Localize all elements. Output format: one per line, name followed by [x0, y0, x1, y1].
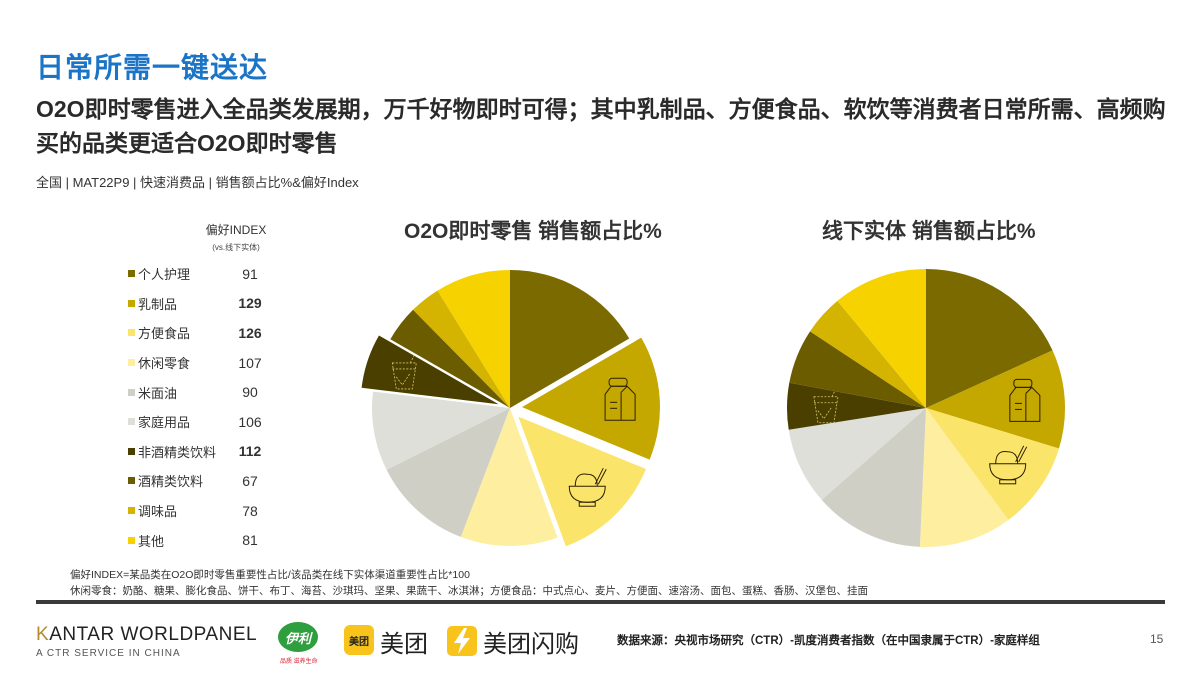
- milk-carton-icon: [1009, 378, 1041, 422]
- pie-slice: [821, 408, 926, 547]
- legend-header: 偏好INDEX (vs.线下实体): [196, 221, 276, 253]
- legend-label: 方便食品: [138, 326, 191, 342]
- kantar-logo: KANTAR WORLDPANEL: [36, 624, 257, 646]
- legend-index-value: 90: [242, 384, 258, 401]
- page-number: 15: [1150, 632, 1164, 646]
- footnotes: 偏好INDEX=某品类在O2O即时零售重要性占比/该品类在线下实体渠道重要性占比…: [70, 567, 868, 599]
- legend-swatch: [128, 477, 135, 485]
- legend-index-value: 81: [242, 532, 258, 549]
- rice-bowl-icon: [989, 445, 1028, 485]
- legend-item: 非酒精类饮料 112: [128, 437, 278, 467]
- pie-slice: [510, 270, 630, 408]
- legend-index-value: 126: [238, 324, 262, 341]
- kantar-logo-text: ANTAR WORLDPANEL: [49, 624, 258, 645]
- legend-swatch: [128, 270, 135, 278]
- meituan-shangou-logo-text: 美团闪购: [483, 631, 579, 658]
- meituan-logo-text: 美团: [380, 631, 428, 658]
- legend-item: 家庭用品 106: [128, 407, 278, 437]
- legend-item: 米面油 90: [128, 377, 278, 407]
- legend: 个人护理 91 乳制品 129 方便食品 126 休闲零食 107 米面油 90 家庭用品 106 非酒…: [128, 259, 278, 555]
- legend-item: 休闲零食 107: [128, 348, 278, 378]
- legend-label: 调味品: [138, 504, 178, 520]
- legend-label: 乳制品: [138, 296, 178, 312]
- legend-index-value: 106: [238, 413, 262, 430]
- legend-label: 非酒精类饮料: [138, 444, 217, 460]
- legend-index-value: 107: [238, 354, 262, 371]
- pie-slice: [521, 337, 660, 460]
- legend-swatch: [128, 418, 135, 426]
- chart-title-offline: 线下实体 销售额占比%: [822, 220, 1036, 243]
- legend-index-value: 129: [238, 295, 262, 312]
- headline: O2O即时零售进入全品类发展期，万千好物即时可得；其中乳制品、方便食品、软饮等消…: [36, 96, 1166, 156]
- drink-glass-icon: [391, 354, 417, 390]
- pie-charts: [361, 269, 1066, 547]
- legend-index-value: 67: [242, 472, 258, 489]
- pie-slice: [837, 269, 926, 408]
- pie-slice: [413, 290, 510, 408]
- legend-item: 方便食品 126: [128, 318, 278, 348]
- legend-swatch: [128, 447, 135, 455]
- lightning-icon: [447, 626, 477, 656]
- legend-item: 乳制品 129: [128, 289, 278, 319]
- yili-tagline: 品质 滋养生命: [280, 659, 318, 665]
- pie-slice: [926, 269, 1053, 408]
- pie-slice: [386, 408, 510, 537]
- page-title: 日常所需一键送达: [36, 52, 269, 83]
- legend-index-value: 91: [242, 265, 258, 282]
- pie-slice: [810, 300, 926, 408]
- legend-label: 休闲零食: [138, 356, 191, 372]
- yili-logo: 伊利: [278, 622, 318, 652]
- pie-slice: [926, 350, 1066, 449]
- footnote-category-definition: 休闲零食：奶酪、糖果、膨化食品、饼干、布丁、海苔、沙琪玛、坚果、果蔬干、冰淇淋；…: [70, 585, 868, 597]
- legend-swatch: [128, 359, 135, 367]
- pie-slice: [518, 416, 646, 547]
- legend-label: 其他: [138, 533, 165, 549]
- data-source: 数据来源：央视市场研究（CTR）-凯度消费者指数（在中国隶属于CTR）-家庭样组: [617, 635, 1040, 647]
- rice-bowl-icon: [568, 467, 607, 507]
- kantar-logo-k: K: [36, 624, 50, 645]
- milk-carton-icon: [604, 377, 636, 421]
- chart-title-o2o: O2O即时零售 销售额占比%: [404, 220, 662, 243]
- legend-label: 米面油: [138, 385, 178, 401]
- pie-slice: [390, 309, 510, 408]
- footnote-index-definition: 偏好INDEX=某品类在O2O即时零售重要性占比/该品类在线下实体渠道重要性占比…: [70, 569, 470, 581]
- legend-label: 家庭用品: [138, 415, 191, 431]
- pie-slice: [787, 382, 926, 430]
- footer-divider: [36, 600, 1165, 604]
- legend-swatch: [128, 299, 135, 307]
- legend-index-value: 112: [238, 443, 262, 460]
- meituan-logo-icon: 美团: [344, 625, 374, 655]
- legend-label: 酒精类饮料: [138, 474, 204, 490]
- legend-header-sub: (vs.线下实体): [212, 243, 260, 252]
- legend-swatch: [128, 507, 135, 515]
- legend-item: 个人护理 91: [128, 259, 278, 289]
- legend-swatch: [128, 536, 135, 544]
- legend-item: 酒精类饮料 67: [128, 466, 278, 496]
- kantar-tagline: A CTR SERVICE IN CHINA: [36, 648, 181, 659]
- legend-item: 调味品 78: [128, 496, 278, 526]
- pie-slice: [460, 408, 558, 546]
- legend-header-title: 偏好INDEX: [205, 223, 267, 237]
- pie-slice: [789, 331, 926, 408]
- subtitle: 全国 | MAT22P9 | 快速消费品 | 销售额占比%&偏好Index: [36, 175, 359, 190]
- legend-swatch: [128, 388, 135, 396]
- legend-swatch: [128, 329, 135, 337]
- legend-label: 个人护理: [138, 267, 191, 283]
- pie-slice: [437, 270, 510, 408]
- legend-index-value: 78: [242, 502, 258, 519]
- pie-slice: [919, 408, 1009, 547]
- pie-slice: [372, 391, 510, 470]
- pie-slice: [788, 408, 926, 500]
- legend-item: 其他 81: [128, 525, 278, 555]
